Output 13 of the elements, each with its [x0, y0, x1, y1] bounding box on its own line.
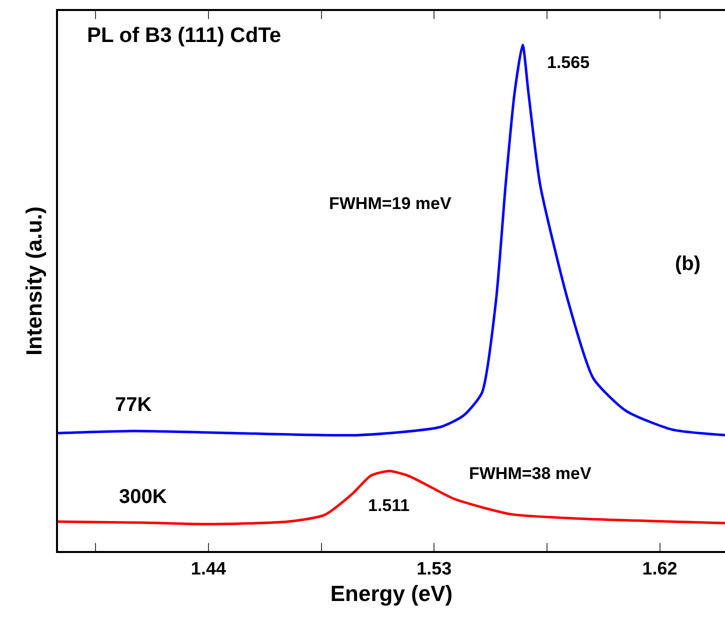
annotation: 1.565 — [547, 53, 590, 72]
annotation: 1.511 — [368, 496, 410, 515]
annotation: FWHM=38 meV — [469, 464, 592, 483]
series-label: 77K — [115, 394, 152, 416]
y-axis-title: Intensity (a.u.) — [21, 206, 46, 356]
x-axis-title: Energy (eV) — [330, 581, 453, 606]
annotation: (b) — [675, 253, 701, 275]
x-tick-label: 1.44 — [190, 558, 226, 579]
chart-title: PL of B3 (111) CdTe — [87, 24, 282, 47]
x-tick-label: 1.62 — [642, 558, 678, 579]
annotation: FWHM=19 meV — [329, 194, 452, 213]
x-tick-label: 1.53 — [416, 558, 452, 579]
series-label: 300K — [119, 486, 168, 508]
